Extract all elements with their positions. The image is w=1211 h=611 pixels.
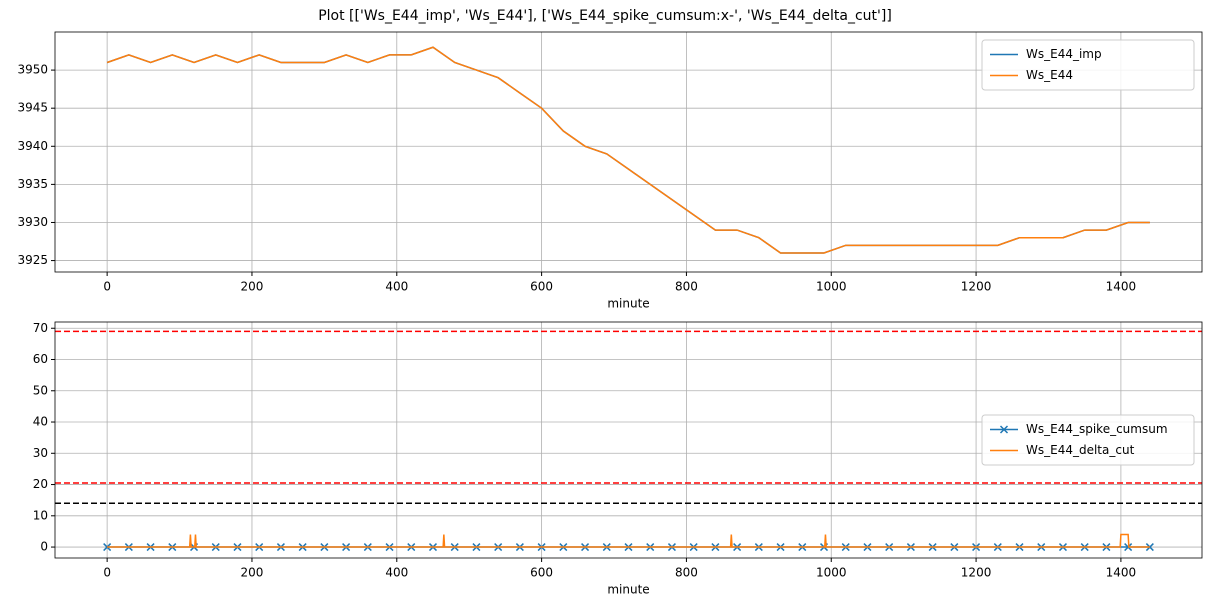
x-tick-label: 1400 [1106, 280, 1137, 294]
legend-label: Ws_E44_imp [1026, 47, 1102, 61]
legend-label: Ws_E44 [1026, 68, 1073, 82]
x-axis-label: minute [607, 583, 649, 597]
x-tick-label: 200 [241, 566, 264, 580]
x-tick-label: 1200 [961, 280, 992, 294]
y-tick-label: 20 [33, 477, 48, 491]
legend-box [981, 39, 1195, 91]
x-tick-label: 200 [241, 280, 264, 294]
y-tick-label: 70 [33, 321, 48, 335]
y-tick-label: 3930 [17, 215, 48, 229]
x-tick-label: 1400 [1106, 566, 1137, 580]
legend-label: Ws_E44_delta_cut [1026, 443, 1135, 457]
y-tick-label: 40 [33, 415, 48, 429]
x-tick-label: 0 [103, 566, 111, 580]
x-tick-label: 400 [385, 280, 408, 294]
x-tick-label: 800 [675, 566, 698, 580]
data-line [107, 533, 1150, 548]
x-tick-label: 400 [385, 566, 408, 580]
x-tick-label: 1200 [961, 566, 992, 580]
y-tick-label: 50 [33, 383, 48, 397]
legend-marker [999, 425, 1009, 434]
x-tick-label: 600 [530, 280, 553, 294]
legend-box [981, 414, 1195, 466]
x-axis-label: minute [607, 297, 649, 311]
x-tick-label: 1000 [816, 280, 847, 294]
y-tick-label: 3945 [17, 101, 48, 115]
y-tick-label: 3925 [17, 253, 48, 267]
x-tick-label: 1000 [816, 566, 847, 580]
y-tick-label: 10 [33, 508, 48, 522]
y-tick-label: 0 [40, 540, 48, 554]
x-tick-label: 800 [675, 280, 698, 294]
y-tick-label: 60 [33, 352, 48, 366]
x-tick-label: 0 [103, 280, 111, 294]
y-tick-label: 3950 [17, 63, 48, 77]
legend-label: Ws_E44_spike_cumsum [1026, 422, 1168, 436]
axes-frame [54, 31, 1203, 273]
data-line [106, 46, 1150, 254]
y-tick-label: 3940 [17, 139, 48, 153]
y-tick-label: 30 [33, 446, 48, 460]
axes-frame [54, 321, 1203, 559]
y-tick-label: 3935 [17, 177, 48, 191]
x-tick-label: 600 [530, 566, 553, 580]
figure-title: Plot [['Ws_E44_imp', 'Ws_E44'], ['Ws_E44… [318, 8, 892, 24]
marker [103, 543, 112, 552]
